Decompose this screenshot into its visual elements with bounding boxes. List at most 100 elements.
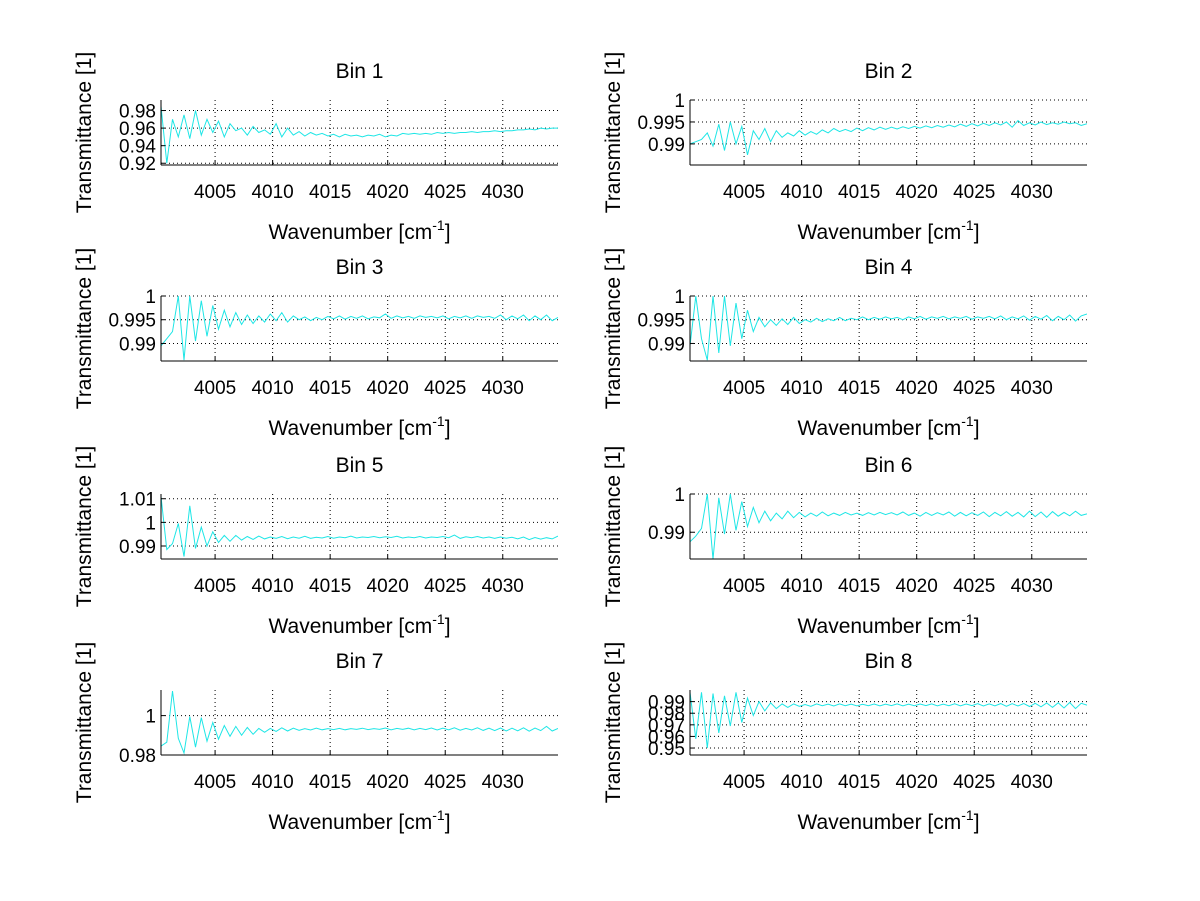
x-axis-label: Wavenumber [cm-1] xyxy=(268,217,450,244)
subplot-bin-3: 4005 4010 4015 4020 4025 4030 0.990.995 1 Bin 3 W… xyxy=(73,248,558,440)
y-tick-label: 0.98 xyxy=(648,704,685,725)
x-axis-label-main: Wavenumber [cm xyxy=(268,615,432,638)
y-tick-label: 0.94 xyxy=(119,137,156,158)
y-tick-label: 1 xyxy=(145,287,156,308)
x-tick-label: 4005 xyxy=(194,772,236,793)
data-series-line xyxy=(690,119,1087,156)
subplot-bin-1: 4005 4010 4015 4020 4025 4030 0.920.940.960.98… xyxy=(73,52,558,244)
subplot-bin-4: 4005 4010 4015 4020 4025 4030 0.990.995 1 Bin 4 W… xyxy=(602,248,1087,440)
y-axis-label: Transmittance [1] xyxy=(73,642,96,803)
y-tick-label: 1 xyxy=(674,287,685,308)
y-tick-label: 0.97 xyxy=(648,716,685,737)
x-axis-label-main: Wavenumber [cm xyxy=(797,615,961,638)
x-tick-label: 4025 xyxy=(953,576,995,597)
x-tick-label: 4015 xyxy=(838,182,880,203)
data-series-line xyxy=(690,296,1087,361)
x-tick-label: 4025 xyxy=(424,772,466,793)
x-axis-label-superscript: -1 xyxy=(961,611,974,627)
y-tick-label: 0.99 xyxy=(119,537,156,558)
x-tick-label: 4010 xyxy=(780,772,822,793)
y-tick-label: 0.995 xyxy=(108,311,156,332)
y-tick-label: 0.995 xyxy=(637,311,685,332)
x-tick-label: 4005 xyxy=(723,772,765,793)
x-tick-label: 4015 xyxy=(838,378,880,399)
x-tick-label: 4025 xyxy=(424,576,466,597)
x-tick-label: 4020 xyxy=(896,378,938,399)
x-tick-label: 4015 xyxy=(838,772,880,793)
subplot-title: Bin 3 xyxy=(336,256,384,279)
x-tick-label: 4030 xyxy=(1011,182,1053,203)
x-tick-label: 4015 xyxy=(309,182,351,203)
x-tick-label: 4030 xyxy=(482,378,524,399)
y-tick-label: 0.96 xyxy=(119,119,156,140)
x-axis-label-end: ] xyxy=(974,221,980,244)
subplot-title: Bin 6 xyxy=(865,454,913,477)
x-tick-label: 4005 xyxy=(194,378,236,399)
subplot-title: Bin 2 xyxy=(865,60,913,83)
y-tick-label: 1 xyxy=(674,91,685,112)
x-tick-label: 4015 xyxy=(309,576,351,597)
x-tick-label: 4020 xyxy=(367,772,409,793)
y-axis-label: Transmittance [1] xyxy=(602,642,625,803)
y-tick-label: 1 xyxy=(145,513,156,534)
y-axis-label: Transmittance [1] xyxy=(602,52,625,213)
x-axis-label-superscript: -1 xyxy=(432,217,445,233)
y-axis-label: Transmittance [1] xyxy=(73,446,96,607)
x-tick-label: 4030 xyxy=(1011,378,1053,399)
x-axis-label-end: ] xyxy=(445,811,451,834)
x-axis-label-superscript: -1 xyxy=(432,807,445,823)
x-tick-label: 4030 xyxy=(482,576,524,597)
subplot-bin-6: 4005 4010 4015 4020 4025 4030 0.99 1 Bin 6 Wavenu… xyxy=(602,446,1087,638)
y-tick-label: 1 xyxy=(674,485,685,506)
x-axis-label-end: ] xyxy=(445,417,451,440)
x-axis-label-end: ] xyxy=(445,615,451,638)
x-axis-label-main: Wavenumber [cm xyxy=(268,811,432,834)
x-tick-label: 4020 xyxy=(896,772,938,793)
data-series-line xyxy=(161,296,558,361)
y-tick-label: 0.995 xyxy=(637,113,685,134)
x-axis-label-superscript: -1 xyxy=(961,807,974,823)
subplot-title: Bin 7 xyxy=(336,650,384,673)
y-tick-label: 0.92 xyxy=(119,154,156,175)
x-tick-label: 4030 xyxy=(1011,576,1053,597)
x-tick-label: 4005 xyxy=(723,378,765,399)
y-tick-label: 0.98 xyxy=(119,746,156,767)
x-axis-label-end: ] xyxy=(974,417,980,440)
x-axis-label-superscript: -1 xyxy=(961,217,974,233)
x-tick-label: 4030 xyxy=(1011,772,1053,793)
y-axis-label: Transmittance [1] xyxy=(73,52,96,213)
subplot-bin-8: 4005 4010 4015 4020 4025 4030 0.950.960.970.98… xyxy=(602,642,1087,834)
y-tick-label: 0.99 xyxy=(648,135,685,156)
x-axis-label-end: ] xyxy=(445,221,451,244)
x-tick-label: 4030 xyxy=(482,772,524,793)
x-axis-label: Wavenumber [cm-1] xyxy=(797,807,979,834)
x-tick-label: 4010 xyxy=(251,772,293,793)
x-axis-label-end: ] xyxy=(974,811,980,834)
y-tick-label: 0.99 xyxy=(648,334,685,355)
y-tick-label: 0.99 xyxy=(648,693,685,714)
x-tick-label: 4025 xyxy=(953,182,995,203)
x-axis-label-main: Wavenumber [cm xyxy=(797,811,961,834)
x-axis-label: Wavenumber [cm-1] xyxy=(797,611,979,638)
x-tick-label: 4015 xyxy=(309,772,351,793)
x-axis-label: Wavenumber [cm-1] xyxy=(268,611,450,638)
x-axis-label-main: Wavenumber [cm xyxy=(268,417,432,440)
x-axis-label-superscript: -1 xyxy=(432,413,445,429)
x-tick-label: 4010 xyxy=(251,378,293,399)
x-tick-label: 4010 xyxy=(251,576,293,597)
x-axis-label: Wavenumber [cm-1] xyxy=(797,217,979,244)
x-axis-label-main: Wavenumber [cm xyxy=(797,417,961,440)
subplot-title: Bin 4 xyxy=(865,256,913,279)
x-tick-label: 4020 xyxy=(896,576,938,597)
subplot-title: Bin 5 xyxy=(336,454,384,477)
y-tick-label: 1 xyxy=(145,707,156,728)
x-tick-label: 4010 xyxy=(780,576,822,597)
y-tick-label: 0.99 xyxy=(648,523,685,544)
x-tick-label: 4025 xyxy=(953,772,995,793)
x-tick-label: 4010 xyxy=(780,378,822,399)
y-tick-label: 1.01 xyxy=(119,490,156,511)
data-series-line xyxy=(161,690,558,755)
